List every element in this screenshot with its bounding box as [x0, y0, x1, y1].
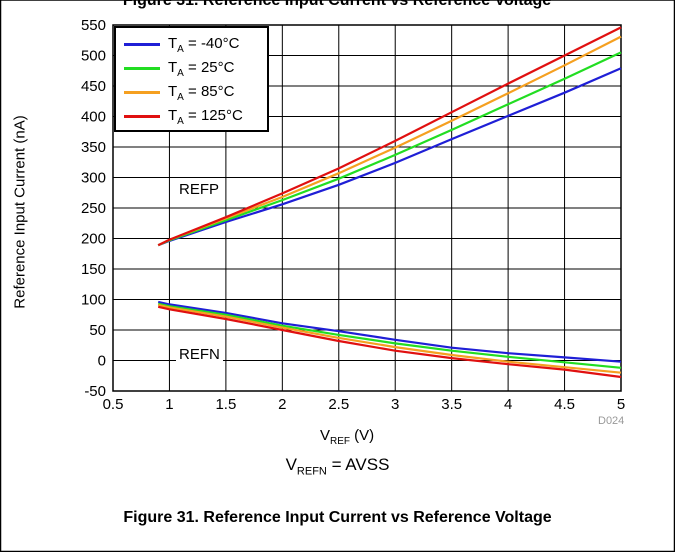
- legend-entry: TA = -40°C: [124, 34, 264, 56]
- y-tick-label: 350: [81, 139, 106, 156]
- condition-rest: = AVSS: [326, 455, 390, 474]
- x-tick-label: 1: [165, 396, 173, 413]
- x-tick-label: 1.5: [215, 396, 236, 413]
- x-tick-label: 3: [391, 396, 399, 413]
- legend-swatch: [124, 67, 160, 70]
- series-line-refn: [157, 305, 622, 379]
- condition-text: VREFN = AVSS: [0, 455, 675, 477]
- x-axis-title: VREF (V): [320, 427, 374, 447]
- series-line-refp: [157, 26, 622, 247]
- x-tick-label: 2.5: [328, 396, 349, 413]
- y-tick-label: 200: [81, 231, 106, 248]
- chart-legend: TA = -40°C TA = 25°C TA = 85°C TA = 125°C: [114, 26, 269, 132]
- y-tick-label: 300: [81, 170, 106, 187]
- condition-sub: REFN: [296, 465, 327, 478]
- plot-area-border: [112, 24, 622, 392]
- series-line-refn: [157, 300, 622, 363]
- y-tick-label: 450: [81, 78, 106, 95]
- y-tick-label: 100: [81, 292, 106, 309]
- condition-main: V: [285, 455, 297, 474]
- legend-label: TA = 125°C: [168, 107, 243, 127]
- y-tick-label: 500: [81, 48, 106, 65]
- header-title-fragment: Figure 31. Reference Input Current vs Re…: [123, 0, 551, 9]
- y-tick-label: 400: [81, 109, 106, 126]
- legend-entry: TA = 25°C: [124, 58, 264, 80]
- x-tick-label: 4.5: [554, 396, 575, 413]
- series-line-refn: [157, 303, 622, 374]
- legend-entry: TA = 125°C: [124, 106, 264, 128]
- y-tick-label: 0: [98, 353, 106, 370]
- figure-caption: Figure 31. Reference Input Current vs Re…: [123, 509, 552, 526]
- series-line-refp: [157, 67, 622, 247]
- legend-swatch: [124, 115, 160, 118]
- x-axis-title-sub: REF: [330, 436, 351, 447]
- x-axis-title-main: V: [320, 427, 331, 444]
- legend-label: TA = 85°C: [168, 83, 235, 103]
- x-tick-label: 2: [278, 396, 286, 413]
- x-tick-label: 3.5: [441, 396, 462, 413]
- series-line-refp: [157, 51, 622, 247]
- legend-swatch: [124, 43, 160, 46]
- annotation-refn: REFN: [176, 346, 223, 363]
- legend-entry: TA = 85°C: [124, 82, 264, 104]
- x-tick-label: 0.5: [103, 396, 124, 413]
- figure-code: D024: [598, 415, 625, 427]
- legend-label: TA = -40°C: [168, 35, 240, 55]
- x-tick-label: 4: [504, 396, 512, 413]
- y-tick-label: 550: [81, 17, 106, 34]
- x-tick-label: 5: [617, 396, 625, 413]
- y-tick-label: 50: [89, 322, 106, 339]
- series-line-refn: [157, 302, 622, 369]
- y-tick-label: 150: [81, 261, 106, 278]
- legend-swatch: [124, 91, 160, 94]
- annotation-refp: REFP: [176, 181, 223, 198]
- y-tick-label: 250: [81, 200, 106, 217]
- y-tick-label: -50: [84, 383, 106, 400]
- legend-label: TA = 25°C: [168, 59, 235, 79]
- y-axis-title-text: Reference Input Current (nA): [11, 115, 29, 309]
- x-axis-title-rest: (V): [350, 427, 375, 444]
